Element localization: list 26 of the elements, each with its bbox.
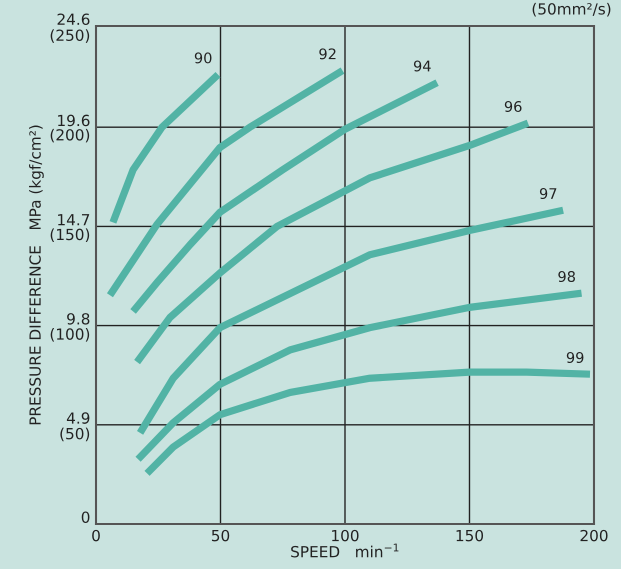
y2-tick-label: (50) [60,428,90,442]
y-tick-label: 14.7 [58,214,90,226]
x-tick-label: 100 [332,530,359,542]
series-label: 96 [504,100,522,112]
series-label: 99 [566,352,584,364]
y2-axis-title: PRESSURE DIFFERENCE MPa (kgf/cm²) [29,126,44,424]
x-tick-label: 0 [92,530,100,542]
series-label: 97 [540,188,556,200]
series-label: 90 [194,52,212,64]
y-tick-label: 19.6 [58,114,90,126]
series-label: 94 [414,60,431,72]
y2-tick-label: (200) [50,128,90,142]
series-label: 92 [319,48,336,60]
y-tick-label: 9.8 [67,313,90,325]
y-tick-label: 0 [82,511,90,524]
y-tick-label: 24.6 [58,13,90,26]
y2-tick-label: (250) [50,29,90,43]
y-tick-label: 4.9 [66,412,90,424]
x-tick-label: 200 [580,530,608,542]
y2-tick-label: (150) [50,228,90,242]
text: (50mm²/s) [532,2,610,16]
x-tick-label: 50 [212,530,230,542]
x-tick-label: 150 [456,530,484,542]
y2-tick-label: (100) [50,328,90,342]
x-axis-title: SPEED min$^{−1}$ [291,544,398,558]
series-label: 98 [558,271,575,282]
